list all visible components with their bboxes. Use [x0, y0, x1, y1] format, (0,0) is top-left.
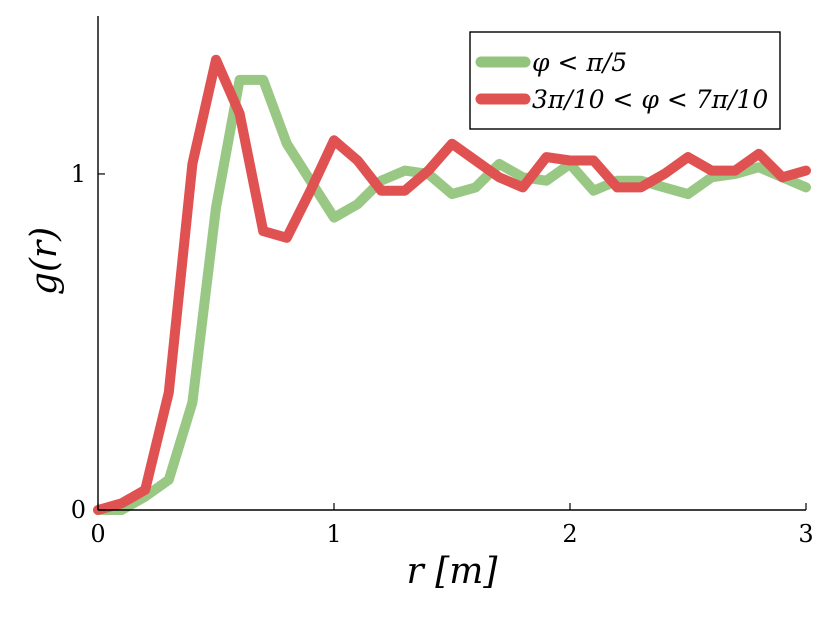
legend-label-series-1: φ < π/5 [532, 48, 627, 77]
y-axis-label: g(r) [24, 227, 65, 295]
axes [97, 16, 806, 511]
legend-box [469, 31, 781, 130]
legend: φ < π/5 3π/10 < φ < 7π/10 [469, 31, 781, 130]
y-tick-label: 0 [71, 496, 86, 524]
series-layer [93, 54, 811, 515]
series-line-2 [93, 54, 811, 515]
x-tick-label: 2 [562, 520, 577, 548]
x-axis-label: r [m] [407, 551, 499, 592]
x-tick-label: 3 [798, 520, 813, 548]
ticks: 0 1 2 3 0 1 [71, 160, 814, 548]
series-line-1 [93, 74, 811, 515]
y-tick-label: 1 [71, 160, 86, 188]
x-tick-label: 1 [326, 520, 341, 548]
x-tick-label: 0 [90, 520, 105, 548]
legend-label-series-2: 3π/10 < φ < 7π/10 [532, 85, 768, 114]
